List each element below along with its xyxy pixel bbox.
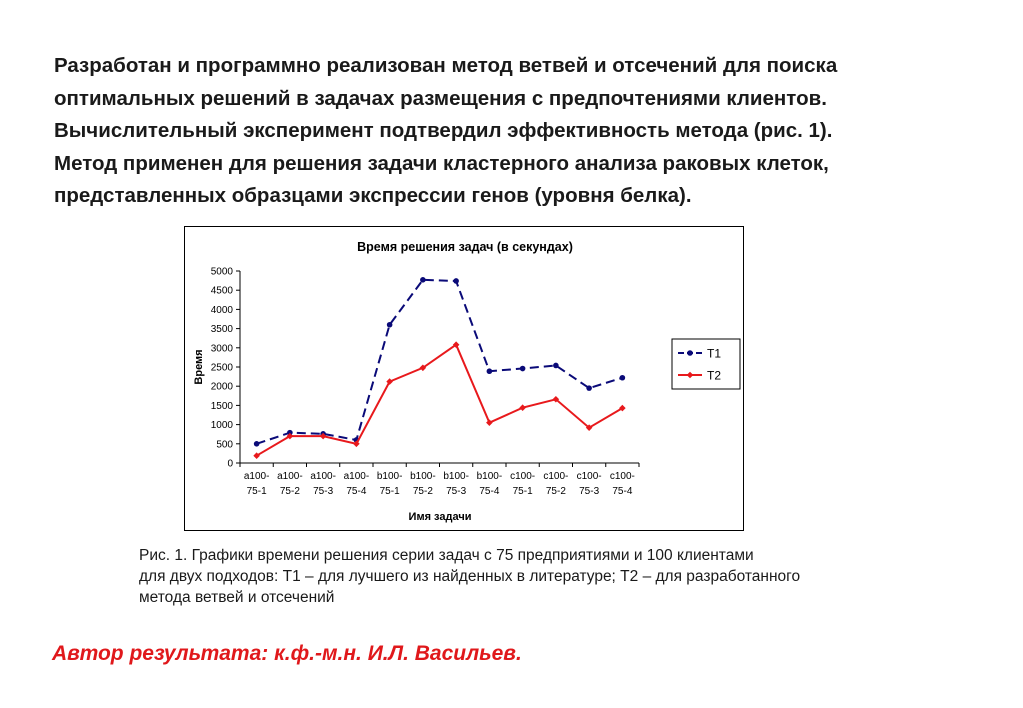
- series-line-T2: [256, 343, 623, 457]
- caption-line: Рис. 1. Графики времени решения серии за…: [139, 547, 754, 564]
- intro-line: представленных образцами экспрессии гено…: [54, 184, 692, 207]
- data-point-T1: [619, 374, 626, 381]
- y-tick-label: 4000: [211, 305, 234, 316]
- x-tick-label: 75-2: [546, 486, 566, 497]
- x-tick-label: 75-1: [380, 486, 400, 497]
- legend-marker-T1: [687, 350, 693, 356]
- intro-line: Разработан и программно реализован метод…: [54, 54, 838, 77]
- data-point-T1: [253, 441, 260, 447]
- caption-line: метода ветвей и отсечений: [139, 589, 335, 606]
- x-tick-label: 75-4: [612, 486, 632, 497]
- x-tick-label: 75-2: [280, 486, 300, 497]
- x-tick-label: a100-: [244, 471, 270, 482]
- chart-frame: Время решения задач (в секундах) 0 500 1000…: [184, 226, 744, 531]
- x-tick-label: 75-1: [247, 486, 267, 497]
- data-point-T2: [286, 432, 294, 440]
- x-tick-label: b100-: [443, 471, 469, 482]
- x-tick-label: a100-: [277, 471, 303, 482]
- y-tick-label: 1500: [211, 401, 234, 412]
- legend-label: T1: [707, 347, 721, 361]
- intro-line: Вычислительный эксперимент подтвердил эф…: [54, 119, 833, 142]
- y-tick-label: 2000: [211, 382, 234, 393]
- data-point-T1: [586, 385, 592, 391]
- data-point-T2: [552, 395, 560, 403]
- y-tick-label: 4500: [211, 286, 234, 297]
- x-tick-label: c100-: [510, 471, 535, 482]
- data-point-T2: [419, 364, 427, 372]
- legend-box: [671, 338, 741, 390]
- y-tick-label: 3500: [211, 324, 234, 335]
- data-point-T2: [319, 432, 327, 440]
- caption-line: для двух подходов: T1 – для лучшего из н…: [139, 568, 801, 585]
- data-point-T1: [486, 368, 493, 375]
- x-tick-label: 75-1: [513, 486, 533, 497]
- x-tick-label: b100-: [477, 471, 503, 482]
- y-axis-label: Время: [193, 349, 205, 384]
- x-tick-label: 75-4: [479, 486, 499, 497]
- x-tick-label: a100-: [344, 471, 370, 482]
- series-line-T1: [256, 278, 623, 445]
- y-tick-label: 1000: [211, 420, 234, 431]
- y-tick-label: 5000: [211, 267, 234, 278]
- legend-label: T2: [707, 369, 721, 383]
- x-tick-label: 75-3: [313, 486, 333, 497]
- intro-line: Метод применен для решения задачи класте…: [54, 151, 829, 175]
- data-point-T2: [452, 341, 460, 349]
- x-tick-label: c100-: [543, 471, 568, 482]
- x-tick-label: c100-: [610, 471, 635, 482]
- x-tick-label: b100-: [410, 471, 436, 482]
- x-tick-label: 75-2: [413, 486, 433, 497]
- x-tick-label: c100-: [577, 471, 602, 482]
- intro-line: оптимальных решений в задачах размещения…: [54, 86, 827, 110]
- data-point-T2: [619, 404, 626, 412]
- y-tick-label: 0: [227, 459, 233, 470]
- y-tick-label: 3000: [211, 343, 234, 354]
- x-tick-label: 75-3: [446, 486, 466, 497]
- x-tick-label: 75-3: [579, 486, 599, 497]
- y-tick-label: 2500: [211, 363, 234, 374]
- x-tick-label: b100-: [377, 471, 403, 482]
- data-point-T2: [519, 404, 526, 412]
- x-tick-label: 75-4: [346, 486, 366, 497]
- x-tick-label: a100-: [310, 471, 336, 482]
- data-point-T1: [386, 321, 393, 328]
- chart-title: Время решения задач (в секундах): [357, 240, 573, 254]
- data-point-T1: [287, 429, 293, 436]
- data-point-T2: [486, 419, 493, 426]
- data-point-T2: [353, 440, 360, 448]
- data-point-T1: [519, 365, 526, 372]
- y-tick-label: 500: [216, 439, 233, 450]
- figure-caption: Рис. 1. Графики времени решения серии за…: [139, 545, 999, 608]
- author-credit: Автор результата: к.ф.-м.н. И.Л. Василье…: [52, 642, 522, 665]
- data-point-T2: [253, 452, 260, 460]
- x-axis-label: Имя задачи: [409, 511, 472, 523]
- line-chart: Время решения задач (в секундах) 0 500 1000…: [193, 240, 741, 523]
- data-point-T1: [553, 362, 559, 369]
- intro-paragraph: Разработан и программно реализован метод…: [54, 50, 994, 213]
- data-point-T2: [386, 378, 393, 385]
- data-point-T1: [453, 278, 459, 284]
- data-point-T1: [420, 277, 426, 283]
